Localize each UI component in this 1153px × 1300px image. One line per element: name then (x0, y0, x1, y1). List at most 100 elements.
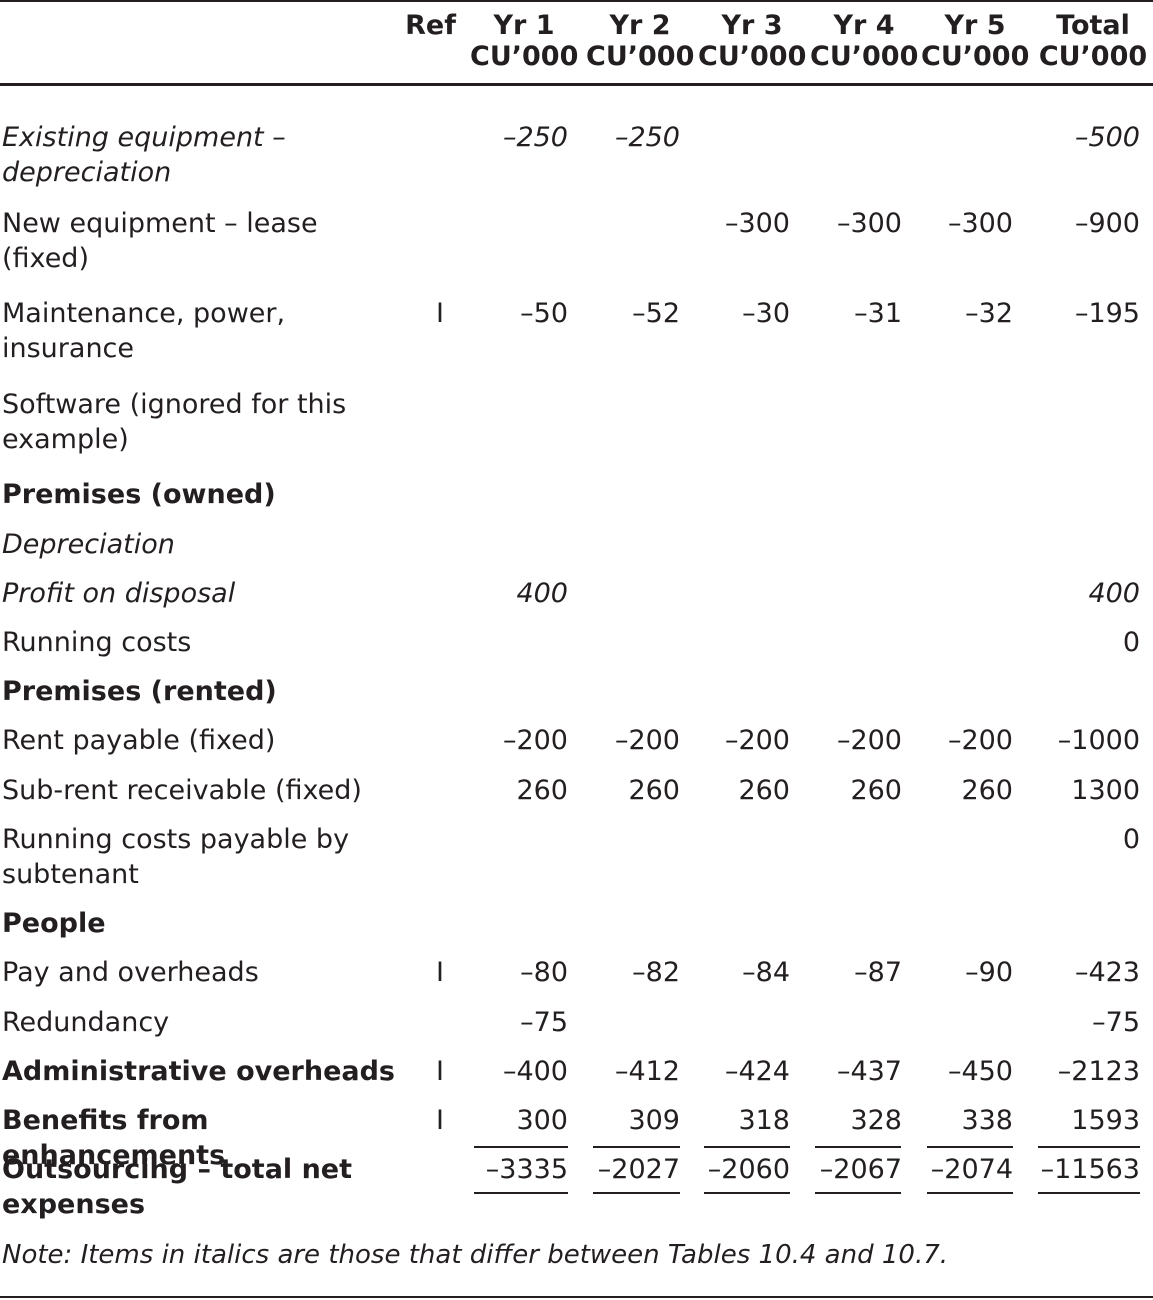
table-top-rule (0, 0, 1153, 2)
cell-yr3: –424 (724, 1056, 790, 1087)
cell-yr4: –200 (836, 725, 902, 756)
row-label: Administrative overheads (2, 1056, 396, 1087)
cell-total: –11563 (1040, 1154, 1140, 1185)
row-label: Benefits from enhancements (2, 1105, 226, 1171)
total-rule-bottom-yr4 (815, 1192, 901, 1194)
cell-total: –75 (1092, 1007, 1140, 1038)
header-col-yr1: Yr 1 CU’000 (470, 10, 579, 72)
cell-yr1: –200 (502, 725, 568, 756)
total-rule-bottom-total (1038, 1192, 1140, 1194)
cell-total: 400 (1088, 578, 1140, 609)
cell-yr3: 260 (738, 775, 790, 806)
cell-yr2: –52 (632, 298, 680, 329)
cell-yr1: 260 (516, 775, 568, 806)
row-label: Software (ignored for this example) (2, 389, 347, 455)
cell-yr4: –300 (836, 208, 902, 239)
cell-yr2: –412 (614, 1056, 680, 1087)
total-rule-bottom-yr1 (474, 1192, 568, 1194)
row-label: Premises (rented) (2, 676, 277, 707)
header-col-yr3: Yr 3 CU’000 (698, 10, 807, 72)
cell-yr3: –200 (724, 725, 790, 756)
cell-total: –1000 (1057, 725, 1140, 756)
cell-yr5: 338 (961, 1105, 1013, 1136)
header-ref: Ref (405, 10, 456, 41)
cell-yr1: –50 (520, 298, 568, 329)
header-col-total: Total CU’000 (1038, 10, 1148, 72)
cell-yr4: –87 (854, 957, 902, 988)
header-col-yr2: Yr 2 CU’000 (586, 10, 695, 72)
cell-yr5: –32 (965, 298, 1013, 329)
total-rule-bottom-yr5 (927, 1192, 1013, 1194)
cell-yr2: –250 (614, 122, 680, 153)
row-label: New equipment – lease (fixed) (2, 208, 318, 274)
row-ref: I (436, 1056, 444, 1087)
cell-yr1: –400 (502, 1056, 568, 1087)
row-ref: I (436, 298, 444, 329)
cell-yr3: 318 (738, 1105, 790, 1136)
row-ref: I (436, 957, 444, 988)
cell-yr1: 300 (516, 1105, 568, 1136)
cell-yr1: –80 (520, 957, 568, 988)
total-rule-bottom-yr3 (704, 1192, 790, 1194)
cell-yr1: 400 (516, 578, 568, 609)
cell-yr4: –437 (836, 1056, 902, 1087)
row-label: Redundancy (2, 1007, 170, 1038)
total-rule-top-yr4 (815, 1146, 901, 1148)
total-rule-bottom-yr2 (593, 1192, 680, 1194)
cell-yr1: –75 (520, 1007, 568, 1038)
header-rule (0, 83, 1153, 86)
cell-yr2: –2027 (597, 1154, 680, 1185)
cell-total: 0 (1122, 824, 1140, 855)
cell-yr1: –3335 (485, 1154, 568, 1185)
row-label: Rent payable (fixed) (2, 725, 276, 756)
cell-yr4: –2067 (819, 1154, 902, 1185)
row-label: Running costs (2, 627, 192, 658)
cell-total: 1300 (1071, 775, 1140, 806)
cell-yr2: –82 (632, 957, 680, 988)
cell-yr2: –200 (614, 725, 680, 756)
cell-total: 1593 (1071, 1105, 1140, 1136)
cell-yr2: 260 (628, 775, 680, 806)
cell-total: –2123 (1057, 1056, 1140, 1087)
row-label: Premises (owned) (2, 479, 276, 510)
total-rule-top-yr1 (474, 1146, 568, 1148)
row-label: Sub-rent receivable (fixed) (2, 775, 362, 806)
row-label: Maintenance, power, insurance (2, 298, 286, 364)
cell-yr3: –84 (742, 957, 790, 988)
cell-total: –900 (1074, 208, 1140, 239)
header-col-yr5: Yr 5 CU’000 (921, 10, 1030, 72)
row-label: Running costs payable by subtenant (2, 824, 350, 890)
cell-yr4: 260 (850, 775, 902, 806)
row-label: Outsourcing – total net expenses (2, 1154, 353, 1220)
total-rule-top-yr5 (927, 1146, 1013, 1148)
row-ref: I (436, 1105, 444, 1136)
cell-yr3: –2060 (707, 1154, 790, 1185)
cell-yr5: –90 (965, 957, 1013, 988)
row-label: Pay and overheads (2, 957, 259, 988)
cell-yr1: –250 (502, 122, 568, 153)
total-rule-top-yr2 (593, 1146, 680, 1148)
cell-yr5: 260 (961, 775, 1013, 806)
cell-yr3: –30 (742, 298, 790, 329)
cell-yr4: 328 (850, 1105, 902, 1136)
cell-yr5: –300 (947, 208, 1013, 239)
total-rule-top-total (1038, 1146, 1140, 1148)
cell-total: 0 (1122, 627, 1140, 658)
cell-total: –195 (1074, 298, 1140, 329)
cell-yr5: –450 (947, 1056, 1013, 1087)
cell-total: –500 (1074, 122, 1140, 153)
row-label: Existing equipment – depreciation (2, 122, 286, 188)
total-rule-top-yr3 (704, 1146, 790, 1148)
cell-yr3: –300 (724, 208, 790, 239)
row-label: Depreciation (2, 529, 175, 560)
cell-yr4: –31 (854, 298, 902, 329)
cell-yr2: 309 (628, 1105, 680, 1136)
row-label: People (2, 908, 106, 939)
row-label: Profit on disposal (2, 578, 236, 609)
cell-yr5: –200 (947, 725, 1013, 756)
cell-yr5: –2074 (930, 1154, 1013, 1185)
table-bottom-rule (0, 1296, 1153, 1298)
header-col-yr4: Yr 4 CU’000 (810, 10, 919, 72)
table-note: Note: Items in italics are those that di… (2, 1240, 949, 1270)
cell-total: –423 (1074, 957, 1140, 988)
